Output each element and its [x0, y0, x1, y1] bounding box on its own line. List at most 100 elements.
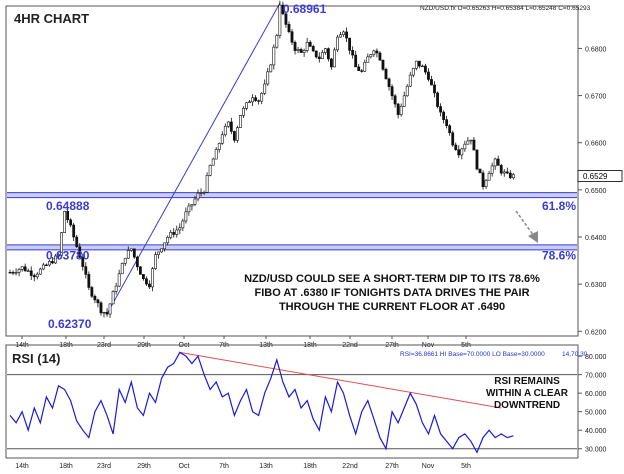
candle-body [23, 266, 27, 272]
candle-body [29, 270, 33, 276]
rsi-annotation-line-2: WITHIN A CLEAR [486, 388, 569, 399]
price-chart-title: 4HR CHART [14, 11, 89, 26]
candle-body [393, 95, 397, 105]
candle-body [248, 101, 251, 104]
candle-body [60, 232, 63, 256]
level-78-price-label: 0.63780 [46, 248, 90, 262]
candle-body [342, 31, 345, 36]
rsi-annotation-line-3: DOWNTREND [494, 400, 560, 411]
candle-body [181, 220, 185, 229]
candle-body [93, 295, 97, 301]
candle-body [472, 139, 476, 151]
candle-body [454, 144, 458, 151]
rsi-y-axis: 80.000 70.000 60.000 50.000 40.000 30.000 [578, 354, 607, 454]
candle-body [75, 236, 79, 248]
price-ytick-label: 0.6300 [585, 282, 607, 289]
candle-body [424, 65, 427, 73]
rsi-xtick-label: 22nd [342, 463, 358, 469]
candle-body [132, 248, 136, 258]
candle-body [411, 68, 415, 76]
price-panel-bg [0, 0, 624, 340]
candle-body [44, 264, 48, 266]
candle-body [117, 273, 121, 287]
candle-body [405, 85, 409, 97]
candle-body [326, 48, 330, 60]
fib-trend-line [106, 2, 281, 315]
rsi-ytick-label: 60.000 [585, 391, 607, 398]
candle-body [314, 50, 318, 58]
candlestick-series [8, 0, 515, 318]
candle-body [157, 251, 160, 255]
candle-body [151, 268, 154, 288]
candle-body [378, 52, 382, 61]
candle-body [293, 41, 297, 51]
high-price-label: 0.68961 [283, 2, 327, 16]
fib-level-band [7, 244, 577, 250]
candle-body [387, 78, 391, 87]
candle-body [38, 268, 42, 275]
fib-61-label: 61.8% [542, 199, 576, 213]
candle-body [72, 224, 76, 238]
candle-body [442, 111, 446, 120]
candle-body [114, 285, 118, 292]
candle-body [511, 174, 515, 179]
rsi-x-axis: 14th 18th 23rd 29th Oct 7th 13th 18th 22nd 27th No… [15, 463, 471, 470]
candle-body [99, 302, 103, 314]
candle-body [220, 134, 224, 144]
candle-body [239, 115, 242, 128]
candle-body [111, 291, 115, 305]
candle-body [502, 171, 506, 174]
symbol-info: NZD/USD.fx O=0.65263 H=0.65384 L=0.65248… [420, 5, 591, 12]
candle-body [408, 74, 412, 87]
candle-body [90, 287, 94, 297]
rsi-ytick-label: 50.000 [585, 410, 607, 417]
price-ytick-label: 0.6200 [585, 329, 607, 336]
candle-body [345, 31, 348, 39]
candle-body [439, 106, 442, 113]
candle-body [323, 48, 327, 53]
candle-body [363, 62, 367, 72]
candle-body [430, 79, 433, 86]
candle-body [354, 54, 358, 68]
rsi-xtick-label: Oct [179, 463, 190, 469]
fib-levels [7, 192, 577, 251]
candle-body [402, 95, 406, 107]
candle-body [105, 311, 109, 315]
price-annotation-line-3: THROUGH THE CURRENT FLOOR AT .6490 [279, 301, 505, 313]
rsi-xtick-label: 18th [303, 463, 317, 469]
candle-body [35, 273, 39, 278]
candle-body [496, 158, 500, 166]
rsi-xtick-label: 29th [137, 463, 151, 469]
candle-body [232, 131, 236, 141]
candle-body [463, 143, 467, 150]
candle-body [217, 143, 221, 150]
candle-body [257, 100, 261, 102]
rsi-xtick-label: 7th [219, 463, 229, 469]
candle-body [505, 171, 509, 174]
rsi-xtick-label: Nov [422, 463, 435, 469]
candle-body [311, 46, 315, 52]
rsi-xtick-label: 14th [15, 463, 29, 469]
candle-body [320, 52, 324, 60]
candle-body [445, 119, 449, 127]
candle-body [478, 168, 482, 174]
rsi-xtick-label: 5th [461, 463, 471, 469]
current-price-tag: 0.6529 [577, 170, 623, 182]
candle-body [302, 50, 306, 53]
price-ytick-label: 0.6400 [585, 235, 607, 242]
candle-body [175, 229, 179, 235]
candle-body [251, 97, 254, 103]
candle-body [281, 4, 285, 15]
candle-body [102, 311, 106, 314]
price-y-axis: 0.6800 0.6700 0.6600 0.6500 0.6400 0.6300 0.62… [578, 46, 607, 336]
candle-body [214, 149, 218, 160]
candle-body [399, 106, 403, 115]
candle-body [272, 46, 276, 66]
candle-body [299, 49, 303, 53]
candle-body [87, 274, 91, 288]
rsi-ytick-label: 80.000 [585, 354, 607, 361]
rsi-annotation-line-1: RSI REMAINS [494, 376, 560, 387]
candle-body [154, 254, 157, 269]
candle-body [169, 232, 173, 238]
